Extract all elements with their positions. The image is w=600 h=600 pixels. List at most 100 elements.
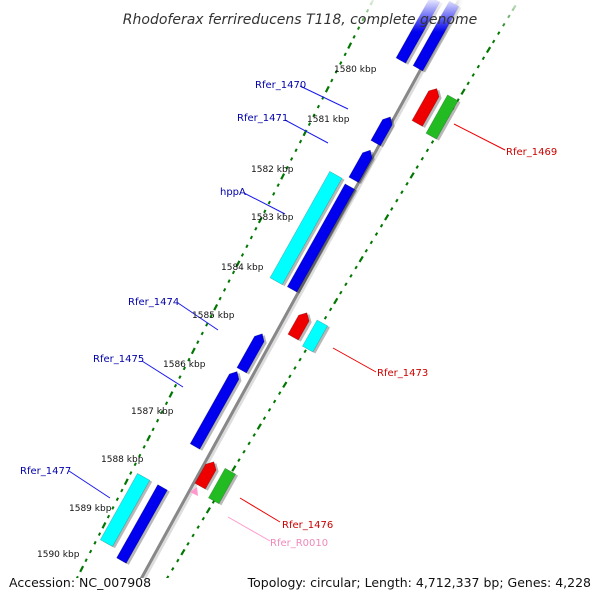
outer-ruler-tick — [97, 532, 102, 536]
cds-block-rfer-1469-red — [411, 88, 440, 127]
outer-ruler-tick — [106, 514, 111, 519]
inner-ruler-tick — [256, 423, 262, 430]
outer-ruler-tick — [196, 340, 200, 345]
outer-ruler-tick — [138, 453, 142, 458]
kbp-label-1590: 1590 kbp — [37, 550, 80, 560]
gene-label-rfer-1470: Rfer_1470 — [255, 80, 306, 91]
rna-block-rfer-r0010 — [190, 487, 198, 496]
inner-ruler-tick — [491, 39, 496, 44]
inner-ruler-tick — [176, 558, 180, 563]
outer-ruler-tick — [343, 52, 347, 57]
inner-ruler-tick — [288, 374, 292, 379]
kbp-label-1582: 1582 kbp — [251, 165, 294, 175]
outer-ruler-tick — [178, 375, 182, 379]
inner-ruler-tick — [278, 391, 282, 396]
kbp-label-1589: 1589 kbp — [69, 504, 112, 514]
inner-ruler-tick — [460, 88, 466, 96]
cds-block-rfer-1471 — [348, 149, 373, 183]
leader-line-1 — [299, 85, 349, 110]
outer-ruler-tick — [84, 558, 88, 563]
outer-ruler-tick — [93, 540, 97, 545]
leader-line-3 — [243, 192, 286, 215]
cds-block-rfer-1473 — [302, 319, 328, 353]
gene-label-rfer-1474: Rfer_1474 — [128, 297, 179, 308]
inner-ruler-tick — [409, 172, 415, 179]
outer-ruler-tick — [129, 471, 133, 475]
outer-ruler-tick — [205, 322, 209, 327]
inner-ruler-tick — [242, 449, 246, 454]
backbone-line — [139, 0, 461, 578]
leader-line-4 — [177, 302, 219, 331]
inner-ruler-tick — [186, 541, 190, 546]
inner-ruler-tick — [420, 156, 425, 161]
outer-ruler-tick — [298, 139, 303, 144]
outer-ruler-tick — [289, 157, 294, 161]
inner-ruler-tick — [267, 407, 272, 412]
outer-ruler-tick — [245, 244, 249, 249]
kbp-scale-labels: 1580 kbp 1581 kbp 1582 kbp 1583 kbp 1584 kbp… — [37, 65, 377, 560]
inner-ruler-tick — [247, 441, 251, 446]
title-fade — [0, 0, 600, 32]
inner-ruler-tick — [497, 31, 501, 36]
outer-ruler-tick — [160, 410, 164, 414]
outer-ruler-tick — [324, 85, 330, 93]
kbp-label-1588: 1588 kbp — [101, 455, 144, 465]
inner-ruler-tick — [374, 232, 379, 236]
inner-ruler-tick — [390, 207, 394, 211]
genome-title: Rhodoferax ferrireducens T118, complete … — [123, 12, 477, 28]
outer-ruler-tick — [249, 235, 254, 240]
genome-summary-text: Topology: circular; Length: 4,712,337 bp… — [247, 575, 591, 590]
inner-ruler-tick — [354, 265, 358, 270]
inner-ruler-tick — [231, 465, 237, 472]
leader-line-2 — [284, 119, 329, 144]
kbp-label-1587: 1587 kbp — [131, 407, 174, 417]
gene-labels: Rfer_1470 Rfer_1471 hppA Rfer_1474 Rfer_1475… — [20, 80, 557, 549]
inner-ruler-tick — [293, 366, 297, 370]
outer-ruler-tick — [209, 314, 213, 318]
inner-ruler-tick — [201, 516, 205, 521]
outer-ruler-tick — [231, 270, 236, 275]
outer-ruler-tick — [79, 565, 85, 573]
gene-label-rfer-1475: Rfer_1475 — [93, 354, 144, 365]
leader-line-6 — [68, 470, 111, 499]
outer-ruler-tick — [190, 347, 196, 355]
cds-block-rfer-1470 — [370, 116, 393, 147]
outer-ruler-tick — [200, 331, 204, 336]
accession-text: Accession: NC_007908 — [9, 575, 151, 590]
outer-ruler-tick — [101, 522, 107, 529]
inner-ruler-tick — [364, 248, 368, 253]
cds-block-rfer-1477-partner — [116, 484, 168, 564]
gene-label-rfer-1471: Rfer_1471 — [237, 113, 288, 124]
inner-ruler-tick — [471, 73, 475, 77]
inner-ruler-tick — [395, 198, 399, 203]
inner-ruler-tick — [349, 274, 353, 278]
gene-label-rfer-1477: Rfer_1477 — [20, 466, 71, 477]
genome-backbone — [139, 0, 464, 578]
gene-label-rfer-1473: Rfer_1473 — [377, 368, 428, 379]
kbp-label-1580: 1580 kbp — [334, 65, 377, 75]
outer-ruler-tick — [222, 287, 227, 292]
outer-ruler-tick — [263, 209, 267, 214]
kbp-label-1581: 1581 kbp — [307, 115, 350, 125]
outer-ruler-tick — [88, 549, 93, 554]
inner-ruler-tick — [166, 575, 170, 578]
inner-ruler-tick — [425, 148, 430, 153]
inner-ruler-tick — [466, 81, 470, 86]
inner-ruler-tick — [303, 349, 307, 354]
cds-block-rfer-1475 — [189, 371, 240, 450]
cds-block-rfer-1469 — [425, 94, 459, 140]
outer-ruler-tick — [115, 497, 120, 502]
outer-ruler-tick — [182, 366, 187, 371]
inner-ruler-tick — [205, 507, 211, 514]
outer-ruler-tick — [235, 260, 241, 268]
kbp-label-1583: 1583 kbp — [251, 213, 294, 223]
inner-ruler-tick — [358, 255, 364, 263]
cds-block-rfer-1476-red — [194, 461, 217, 490]
outer-ruler-tick — [316, 104, 321, 109]
outer-ruler-tick — [146, 434, 152, 442]
inner-ruler-tick — [485, 46, 492, 54]
outer-ruler-tick — [272, 192, 276, 196]
kbp-label-1586: 1586 kbp — [163, 360, 206, 370]
leader-line-7 — [453, 123, 506, 151]
